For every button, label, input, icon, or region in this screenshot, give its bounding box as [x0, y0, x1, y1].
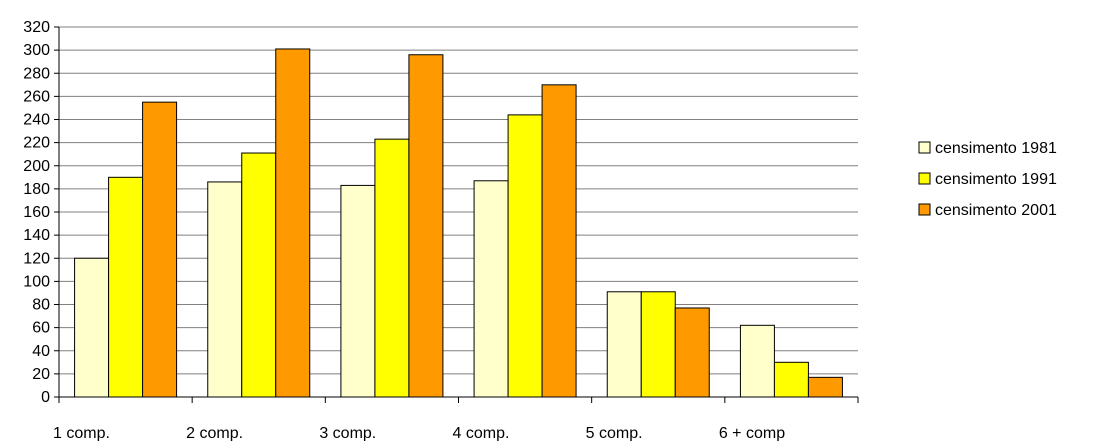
y-tick-label: 140	[23, 227, 50, 244]
y-tick-label: 120	[23, 250, 50, 267]
y-tick-label: 80	[32, 297, 50, 314]
y-tick-label: 60	[32, 320, 50, 337]
y-tick-label: 240	[23, 112, 50, 129]
bar-censimento-1991-3	[507, 114, 543, 398]
legend-swatch	[918, 172, 931, 185]
bar-censimento-1991-2	[374, 138, 410, 398]
bar-censimento-1981-0	[74, 257, 110, 398]
x-tick-label: 1 comp.	[53, 425, 110, 441]
y-tick-label: 100	[23, 273, 50, 290]
y-tick-labels: 0 20 40 60 80 100 120 140 160 180 200 220 240 260 280 3…	[23, 19, 50, 406]
x-tick-label: 2 comp.	[186, 425, 243, 441]
bar-censimento-2001-1	[275, 48, 311, 398]
bar-censimento-1991-5	[773, 361, 809, 398]
bar-censimento-2001-3	[541, 84, 577, 398]
x-tick-label: 6 + comp	[719, 425, 785, 441]
legend-label: censimento 2001	[935, 202, 1057, 219]
bar-censimento-1981-4	[606, 291, 642, 398]
bar-censimento-1981-2	[340, 184, 376, 398]
y-tick-label: 300	[23, 42, 50, 59]
y-tick-label: 180	[23, 181, 50, 198]
bar-censimento-1991-1	[241, 152, 277, 398]
legend: censimento 1981 censimento 1991 censimento…	[918, 140, 1057, 219]
legend-label: censimento 1991	[935, 171, 1057, 188]
bars	[74, 48, 843, 398]
legend-swatch	[918, 141, 931, 154]
y-tick-label: 20	[32, 366, 50, 383]
bar-censimento-1981-1	[207, 181, 243, 398]
y-tick-label: 200	[23, 158, 50, 175]
x-tick-labels: 1 comp. 2 comp. 3 comp. 4 comp. 5 comp. 6 + c…	[53, 425, 785, 441]
bar-censimento-2001-4	[674, 307, 710, 398]
y-tick-label: 280	[23, 65, 50, 82]
x-tick-label: 3 comp.	[319, 425, 376, 441]
axes	[54, 26, 859, 403]
x-tick-label: 5 comp.	[586, 425, 643, 441]
y-tick-label: 260	[23, 88, 50, 105]
gridlines	[59, 26, 858, 375]
bar-censimento-1981-3	[473, 180, 509, 398]
bar-censimento-1991-4	[640, 291, 676, 398]
y-tick-label: 40	[32, 343, 50, 360]
bar-censimento-1991-0	[108, 176, 144, 398]
bar-censimento-2001-0	[142, 101, 178, 398]
y-tick-label: 320	[23, 19, 50, 36]
legend-swatch	[918, 203, 931, 216]
legend-label: censimento 1981	[935, 140, 1057, 157]
bar-censimento-2001-5	[807, 376, 843, 398]
x-tick-label: 4 comp.	[453, 425, 510, 441]
y-tick-label: 0	[41, 389, 50, 406]
bar-censimento-2001-2	[408, 54, 444, 398]
y-tick-label: 220	[23, 135, 50, 152]
bar-censimento-1981-5	[739, 324, 775, 398]
y-tick-label: 160	[23, 204, 50, 221]
